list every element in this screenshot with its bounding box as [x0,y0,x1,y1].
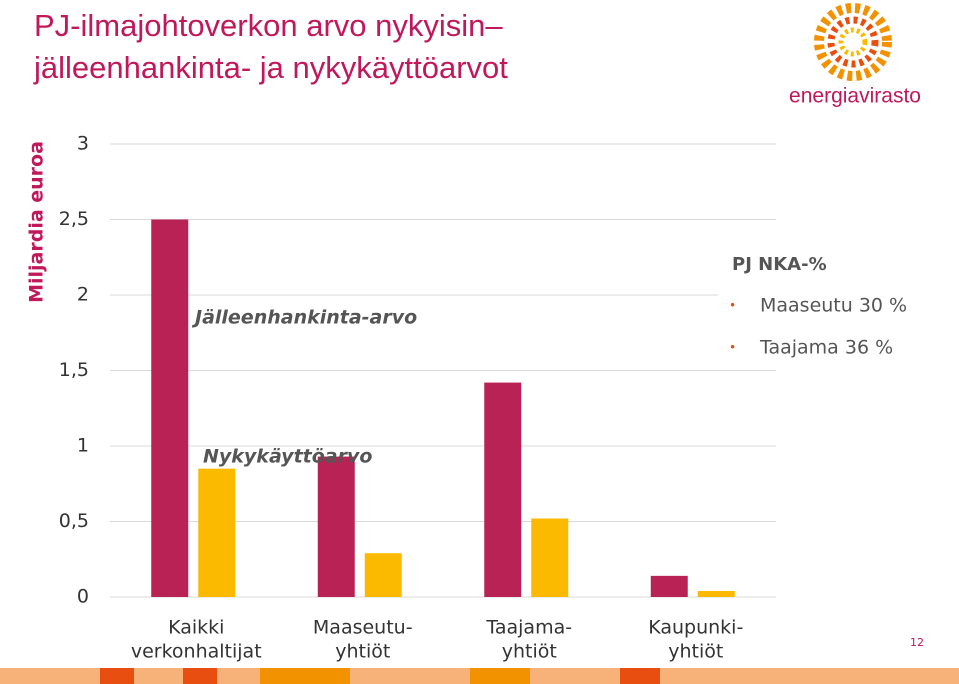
y-tick-label: 1 [77,435,89,457]
y-tick-label: 0,5 [59,510,89,532]
box-item: Taajama 36 % [759,337,893,359]
series-label: Nykykäyttöarvo [203,446,372,468]
title-line: jälleenhankinta- ja nykykäyttöarvot [33,50,508,85]
y-tick-label: 2,5 [59,208,89,230]
bar [484,382,522,597]
annotation-box [718,248,946,366]
x-tick-label: verkonhaltijat [131,641,262,663]
y-tick-label: 0 [77,586,89,608]
x-tick-label: Taajama- [485,617,572,639]
bullet: • [729,341,736,355]
bar [198,468,236,597]
logo-text: energiavirasto [789,85,921,108]
footer-stripe [0,668,959,684]
x-tick-label: yhtiöt [335,641,390,663]
x-tick-label: yhtiöt [668,641,723,663]
bar [531,518,569,597]
y-tick-label: 1,5 [59,359,89,381]
y-tick-label: 3 [77,133,89,155]
x-tick-label: Kaikki [168,617,224,639]
box-item: Maaseutu 30 % [760,295,907,317]
bar [697,590,735,597]
x-tick-label: yhtiöt [502,641,557,663]
bar [650,575,688,597]
bar [317,456,355,597]
x-tick-label: Kaupunki- [648,617,743,639]
bar [151,219,189,597]
box-title: PJ NKA-% [732,254,827,275]
bullet: • [729,299,736,313]
bar [364,553,402,597]
y-tick-label: 2 [77,284,89,306]
series-label: Jälleenhankinta-arvo [191,307,417,329]
x-tick-label: Maaseutu- [313,617,413,639]
title-line: PJ-ilmajohtoverkon arvo nykyisin– [34,8,503,43]
logo-mark [814,3,892,81]
y-axis-label: Miljardia euroa [26,141,48,303]
page-number: 12 [910,636,924,649]
